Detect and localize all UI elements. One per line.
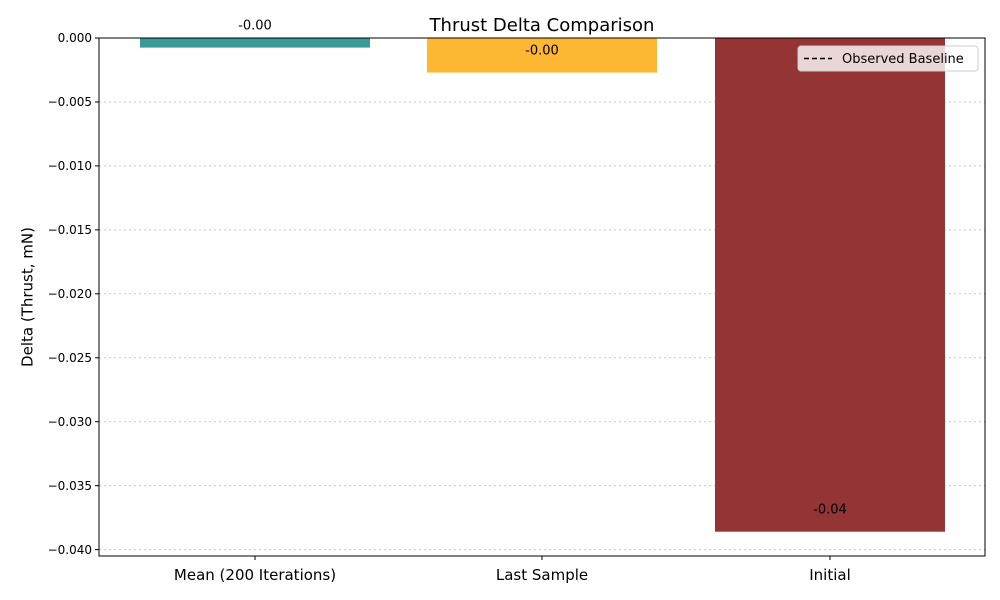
bar-data-label: -0.04 <box>813 503 847 518</box>
x-tick-label: Last Sample <box>496 566 588 584</box>
y-tick-label: −0.035 <box>48 479 92 493</box>
bar-data-label: -0.00 <box>525 44 559 59</box>
y-tick-label: −0.015 <box>48 223 92 237</box>
legend-box <box>797 45 979 72</box>
bar-data-label: -0.00 <box>238 19 272 34</box>
bar <box>715 38 945 532</box>
bars <box>140 38 945 532</box>
y-tick-label: 0.000 <box>58 31 92 45</box>
y-tick-label: −0.025 <box>48 351 92 365</box>
plot-frame <box>98 37 986 557</box>
y-tick-label: −0.005 <box>48 95 92 109</box>
y-tick-label: −0.020 <box>48 287 92 301</box>
y-tick-label: −0.010 <box>48 159 92 173</box>
bar <box>140 38 370 48</box>
chart-title: Thrust Delta Comparison <box>429 15 655 36</box>
bar <box>427 38 657 73</box>
legend-entry-label: Observed Baseline <box>842 52 964 67</box>
legend: Observed Baseline <box>797 45 979 72</box>
y-axis-ticks: 0.000 −0.005 −0.010 −0.015 −0.020 −0.025 −0.03… <box>48 31 99 557</box>
y-tick-label: −0.040 <box>48 543 92 557</box>
x-tick-label: Initial <box>809 566 851 584</box>
x-tick-label: Mean (200 Iterations) <box>174 566 336 584</box>
data-labels: -0.00 -0.00 -0.04 <box>238 19 847 518</box>
y-tick-label: −0.030 <box>48 415 92 429</box>
y-axis-label: Delta (Thrust, mN) <box>18 227 36 367</box>
x-axis-ticks: Mean (200 Iterations) Last Sample Initial <box>174 556 851 584</box>
